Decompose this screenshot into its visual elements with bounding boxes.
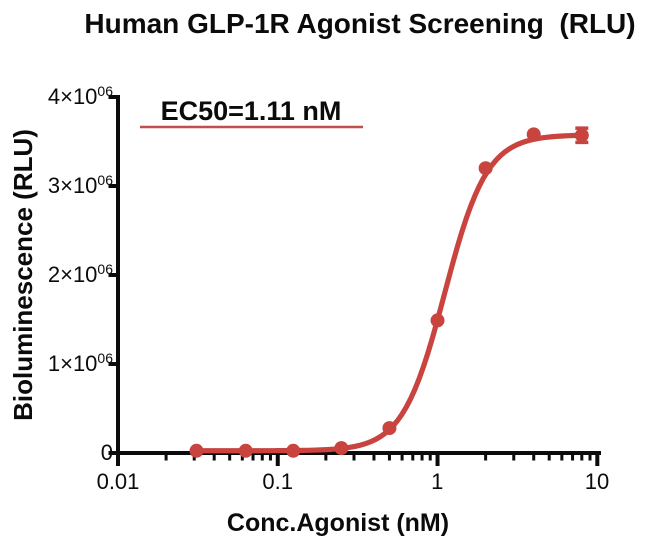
data-point-marker xyxy=(478,161,493,176)
data-point-marker xyxy=(526,127,541,142)
x-tick-label-0.01: 0.01 xyxy=(97,469,140,494)
x-tick-labels: 0.01 0.1 1 10 xyxy=(97,469,610,494)
fit-curve xyxy=(193,132,585,454)
y-tick-main: 3×10 xyxy=(48,173,98,198)
x-tick-label-0.1: 0.1 xyxy=(262,469,293,494)
chart-title: Human GLP-1R Agonist Screening (RLU) xyxy=(84,8,635,39)
y-tick-main: 2×10 xyxy=(48,262,98,287)
axis-ticks xyxy=(108,95,600,466)
x-tick-label-10: 10 xyxy=(585,469,609,494)
data-point-marker xyxy=(334,441,349,456)
y-tick-label-1e6: 1×1006 xyxy=(48,350,113,376)
data-point-marker xyxy=(189,443,204,458)
data-point-marker xyxy=(286,443,301,458)
ec50-annotation: EC50=1.11 nM xyxy=(161,96,342,126)
y-tick-label-4e6: 4×1006 xyxy=(48,83,113,109)
y-tick-label-0: 0 xyxy=(101,440,113,465)
y-tick-label-3e6: 3×1006 xyxy=(48,172,113,198)
data-point-marker xyxy=(574,128,589,143)
y-tick-labels: 4×1006 3×1006 2×1006 1×1006 0 xyxy=(48,83,113,465)
y-tick-main: 1×10 xyxy=(48,351,98,376)
y-tick-main: 0 xyxy=(101,440,113,465)
y-tick-main: 4×10 xyxy=(48,84,98,109)
y-tick-label-2e6: 2×1006 xyxy=(48,261,113,287)
x-tick-label-1: 1 xyxy=(431,469,443,494)
x-axis-title: Conc.Agonist (nM) xyxy=(227,509,449,537)
data-point-marker xyxy=(238,443,253,458)
y-axis-title: Bioluminescence (RLU) xyxy=(8,129,38,421)
plot-series xyxy=(189,126,589,458)
data-point-marker xyxy=(382,421,397,436)
data-point-marker xyxy=(430,313,445,328)
